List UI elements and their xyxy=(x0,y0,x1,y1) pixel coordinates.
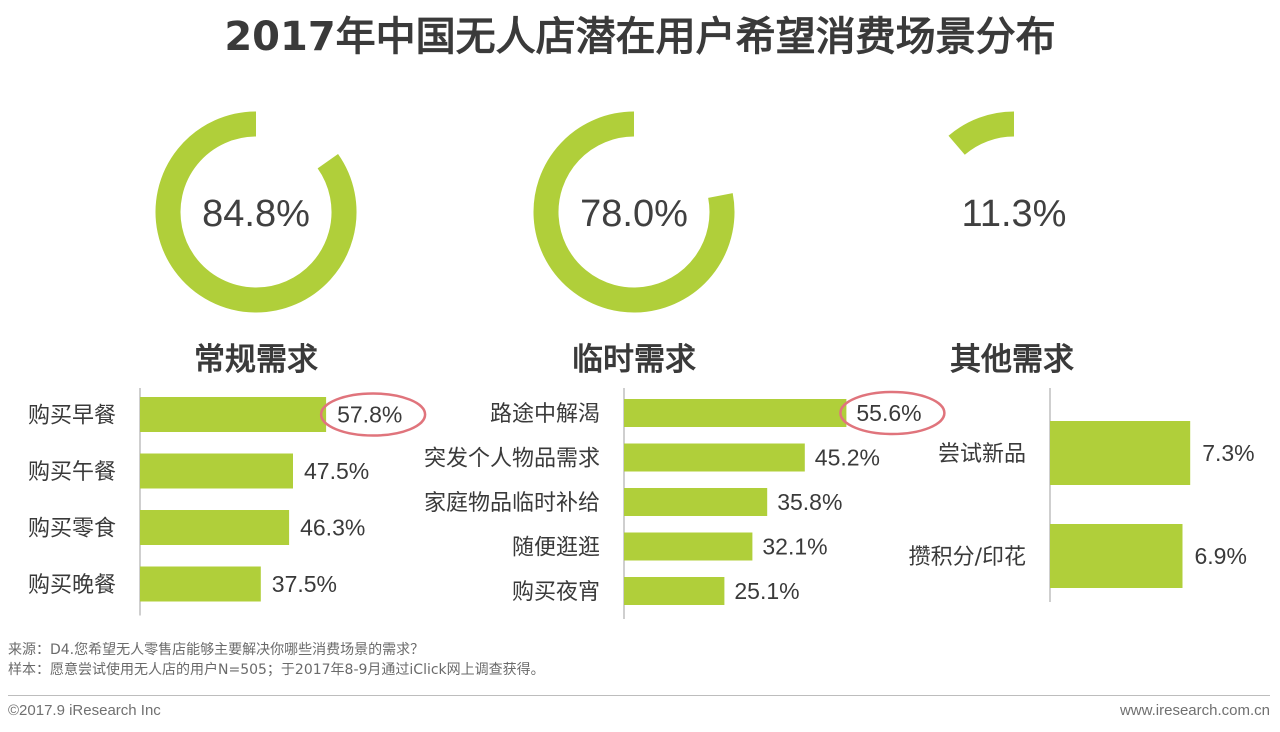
bar-temporary-4 xyxy=(624,577,725,605)
bar-category-label: 路途中解渴 xyxy=(490,402,600,427)
bar-category-label: 尝试新品 xyxy=(938,442,1026,467)
bar-regular-2 xyxy=(140,510,290,545)
bar-regular-0 xyxy=(140,397,327,432)
donut-value-label: 78.0% xyxy=(580,193,688,235)
bar-category-label: 购买早餐 xyxy=(28,404,116,429)
bar-value-label: 47.5% xyxy=(304,458,369,484)
donut-value-label: 84.8% xyxy=(202,193,310,235)
bar-regular-3 xyxy=(140,566,261,602)
bar-category-label: 购买零食 xyxy=(28,517,116,542)
bar-value-label: 32.1% xyxy=(762,534,827,560)
bar-value-label: 55.6% xyxy=(856,400,921,426)
footer-divider xyxy=(8,695,1270,696)
bar-category-label: 购买晚餐 xyxy=(28,573,116,598)
bar-category-label: 突发个人物品需求 xyxy=(424,447,600,472)
sample-note: 样本：愿意尝试使用无人店的用户N=505；于2017年8-9月通过iClick网… xyxy=(8,662,545,678)
highlight-circle xyxy=(839,390,946,436)
bar-category-label: 购买午餐 xyxy=(28,460,116,485)
bar-category-label: 购买夜宵 xyxy=(512,580,600,605)
bar-category-label: 随便逛逛 xyxy=(512,536,600,561)
donut-chart-regular: 84.8% xyxy=(155,111,357,313)
bar-value-label: 25.1% xyxy=(734,578,799,604)
donut-chart-other: 11.3% xyxy=(948,111,1067,235)
bar-regular-1 xyxy=(140,453,293,489)
bar-value-label: 45.2% xyxy=(815,445,880,471)
bar-temporary-0 xyxy=(624,399,847,427)
highlight-circle xyxy=(319,392,427,437)
bar-chart-regular: 购买早餐 57.8% 购买午餐 47.5% 购买零食 46.3% 购买晚餐 37.5% xyxy=(28,388,427,616)
bar-value-label: 46.3% xyxy=(300,515,365,541)
bar-temporary-3 xyxy=(624,532,753,561)
category-title-temporary: 临时需求 xyxy=(572,342,696,378)
donut-arc-other xyxy=(948,111,1015,156)
bar-category-label: 家庭物品临时补给 xyxy=(424,491,600,516)
bar-temporary-2 xyxy=(624,488,768,516)
bar-other-0 xyxy=(1050,421,1191,485)
category-title-other: 其他需求 xyxy=(950,342,1074,378)
bar-value-label: 7.3% xyxy=(1202,440,1254,466)
bar-value-label: 6.9% xyxy=(1195,543,1247,569)
bar-chart-temporary: 路途中解渴 55.6% 突发个人物品需求 45.2% 家庭物品临时补给 35.8% 随便逛逛… xyxy=(424,388,946,619)
source-note: 来源：D4.您希望无人零售店能够主要解决你哪些消费场景的需求？ xyxy=(8,642,425,658)
bar-category-label: 攒积分/印花 xyxy=(909,545,1026,570)
donut-arc-regular xyxy=(155,111,357,313)
bar-chart-other: 尝试新品 7.3% 攒积分/印花 6.9% xyxy=(909,388,1255,602)
donut-value-label: 11.3% xyxy=(962,193,1067,235)
bar-value-label: 37.5% xyxy=(272,571,337,597)
category-title-regular: 常规需求 xyxy=(194,342,318,378)
bar-value-label: 35.8% xyxy=(777,489,842,515)
page-title: 2017年中国无人店潜在用户希望消费场景分布 xyxy=(224,14,1056,60)
bar-value-label: 57.8% xyxy=(337,402,402,428)
bar-temporary-1 xyxy=(624,443,805,472)
donut-chart-temporary: 78.0% xyxy=(533,111,735,313)
donut-arc-temporary xyxy=(533,111,735,313)
website-link[interactable]: www.iresearch.com.cn xyxy=(1119,702,1270,719)
bar-other-1 xyxy=(1050,524,1183,588)
copyright-text: ©2017.9 iResearch Inc xyxy=(8,702,161,719)
